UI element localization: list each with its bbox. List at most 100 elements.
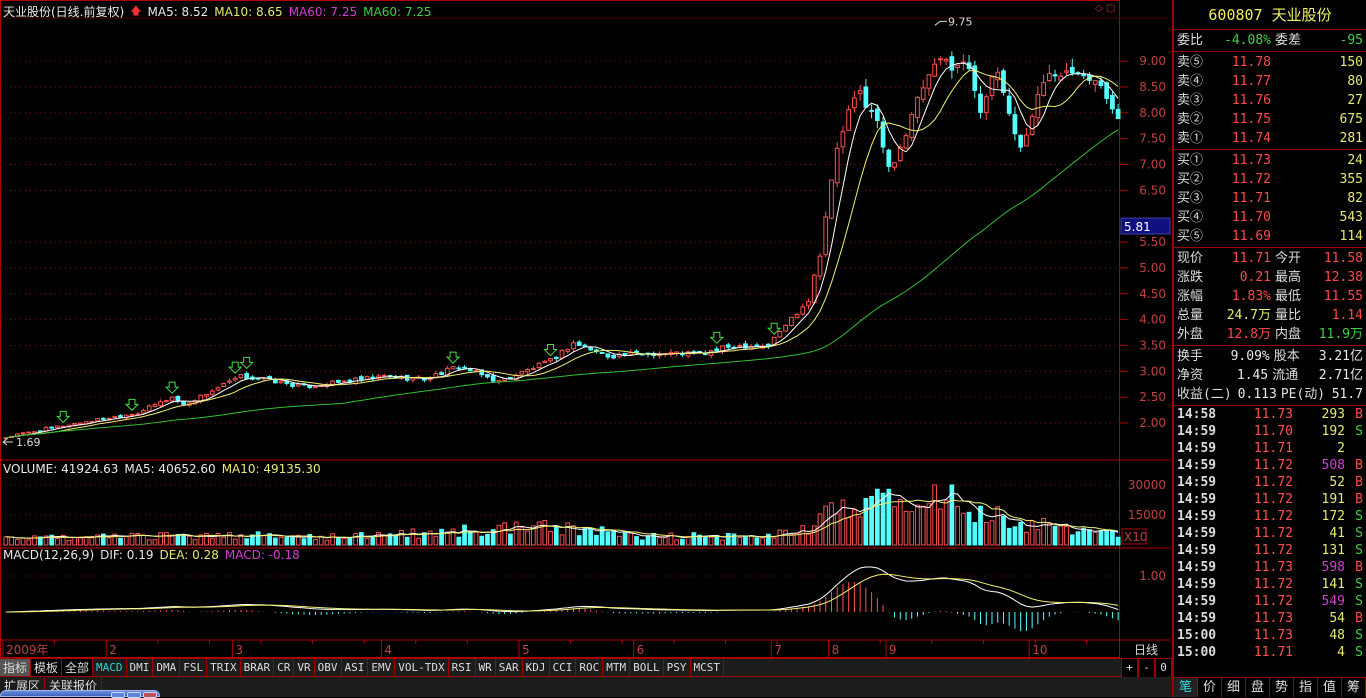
finance-row: 净资 1.45 流通 2.71亿	[1174, 366, 1366, 385]
candle	[1092, 80, 1098, 92]
tab-obv[interactable]: OBV	[315, 659, 342, 676]
candle-body	[508, 376, 513, 379]
volume-bar	[1006, 527, 1012, 546]
volume-bar	[1110, 529, 1115, 546]
volume-bar	[307, 534, 313, 546]
candle-body	[846, 109, 852, 131]
trade-side: S	[1355, 543, 1363, 558]
sell-order-row: 卖④ 11.77 80	[1174, 72, 1366, 91]
sell-order-row: 卖⑤ 11.78 150	[1174, 53, 1366, 72]
trade-ticks[interactable]: 14:58 11.73 293 B 14:59 11.70 192 S 14:59 11.71 2 1…	[1174, 406, 1366, 661]
candle-body	[209, 390, 215, 395]
trade-row: 14:59 11.72 52 B	[1174, 474, 1366, 491]
tab-macd[interactable]: MACD	[93, 659, 127, 676]
candle-body	[874, 108, 880, 121]
candle	[1029, 113, 1035, 136]
candle-body	[221, 382, 227, 388]
tab-sar[interactable]: SAR	[496, 659, 523, 676]
bottom-tab[interactable]: 关联报价	[45, 677, 103, 697]
minimized-window[interactable]	[0, 690, 160, 698]
volume-bar	[364, 537, 370, 546]
volume-bar	[255, 531, 261, 546]
order-volume: 543	[1339, 210, 1363, 225]
tab-psy[interactable]: PSY	[664, 659, 691, 676]
volume-bar	[731, 533, 737, 546]
tab-asi[interactable]: ASI	[342, 659, 369, 676]
stat-row: 涨幅 1.83% 最低 11.55	[1174, 287, 1366, 306]
volume-bar	[1029, 520, 1035, 546]
candle	[376, 374, 381, 380]
zoom-reset-button[interactable]: 0	[1155, 659, 1172, 677]
tab-mcst[interactable]: MCST	[691, 659, 725, 676]
tab-模板[interactable]: 模板	[31, 659, 63, 676]
volume-bar	[1035, 529, 1041, 546]
candle	[932, 58, 938, 78]
bottom-tab[interactable]: 扩展区	[0, 677, 46, 697]
candle-body	[806, 301, 811, 306]
tab-wr[interactable]: WR	[476, 659, 496, 676]
volume-bar	[909, 511, 915, 546]
volume-bar	[100, 533, 106, 546]
tab-cci[interactable]: CCI	[550, 659, 577, 676]
candle-body	[880, 121, 886, 148]
tab-cr[interactable]: CR	[274, 659, 295, 676]
volume-bar	[863, 498, 869, 546]
buy-signal-arrow-icon	[766, 322, 782, 335]
label: 最高	[1275, 270, 1302, 285]
tab-mtm[interactable]: MTM	[603, 659, 631, 676]
candle-body	[112, 415, 118, 419]
tab-fsl[interactable]: FSL	[180, 659, 208, 676]
tab-emv[interactable]: EMV	[368, 659, 396, 676]
price-axis-label: 3.50	[1139, 338, 1166, 352]
tab-rsi[interactable]: RSI	[449, 659, 476, 676]
candle	[886, 148, 892, 172]
trade-side: S	[1355, 509, 1363, 524]
sell-orders: 卖⑤ 11.78 150 卖④ 11.77 80 卖③ 11.76 27 卖② 11.75 675 卖①…	[1174, 52, 1366, 150]
order-volume: 24	[1347, 153, 1363, 168]
trade-time: 15:00	[1177, 628, 1217, 643]
quote-tab[interactable]: 细	[1222, 678, 1246, 697]
tab-brar[interactable]: BRAR	[241, 659, 275, 676]
value: 11.71	[1231, 251, 1271, 266]
volume-bar	[1024, 531, 1029, 546]
price-axis-label: 5.00	[1139, 261, 1166, 275]
tab-boll[interactable]: BOLL	[630, 659, 664, 676]
tab-dmi[interactable]: DMI	[127, 659, 154, 676]
candle	[869, 104, 874, 119]
kline-chart[interactable]: 9.00 8.50 8.00 7.50 7.00 6.50 5.50 5.00 4.50 4.00…	[0, 0, 1172, 658]
volume-bar	[1115, 536, 1121, 546]
sell-order-row: 卖① 11.74 281	[1174, 129, 1366, 148]
chart-mode-icons[interactable]: ◇ ▢	[1095, 3, 1116, 14]
quote-tab[interactable]: 值	[1318, 678, 1342, 697]
quote-tab[interactable]: 笔	[1174, 678, 1198, 697]
label: 内盘	[1275, 327, 1302, 342]
volume-bar	[1098, 530, 1104, 546]
volume-bar	[496, 524, 502, 546]
tab-dma[interactable]: DMA	[153, 659, 181, 676]
quote-tab[interactable]: 价	[1198, 678, 1222, 697]
tab-trix[interactable]: TRIX	[207, 659, 241, 676]
tab-vol-tdx[interactable]: VOL-TDX	[395, 659, 449, 676]
candle-body	[358, 376, 364, 380]
tab-vr[interactable]: VR	[294, 659, 315, 676]
candle	[582, 343, 588, 347]
price-axis-label: 8.00	[1139, 106, 1166, 120]
tab-roc[interactable]: ROC	[576, 659, 604, 676]
label: 外盘	[1177, 327, 1204, 342]
candle-body	[857, 90, 863, 95]
tab-kdj[interactable]: KDJ	[523, 659, 550, 676]
quote-tab[interactable]: 筹	[1342, 678, 1366, 697]
quote-tab[interactable]: 指	[1294, 678, 1318, 697]
quote-tab[interactable]: 盘	[1246, 678, 1270, 697]
candle	[370, 374, 376, 381]
candle-body	[611, 354, 616, 359]
volume-bar	[473, 531, 479, 546]
zoom-out-button[interactable]: -	[1138, 659, 1155, 677]
tab-全部[interactable]: 全部	[62, 659, 94, 676]
order-price: 11.70	[1231, 210, 1271, 225]
zoom-in-button[interactable]: +	[1121, 659, 1138, 677]
candle	[576, 340, 582, 347]
quote-tab[interactable]: 势	[1270, 678, 1294, 697]
sell-order-row: 卖③ 11.76 27	[1174, 91, 1366, 110]
tab-指标[interactable]: 指标	[0, 659, 32, 676]
